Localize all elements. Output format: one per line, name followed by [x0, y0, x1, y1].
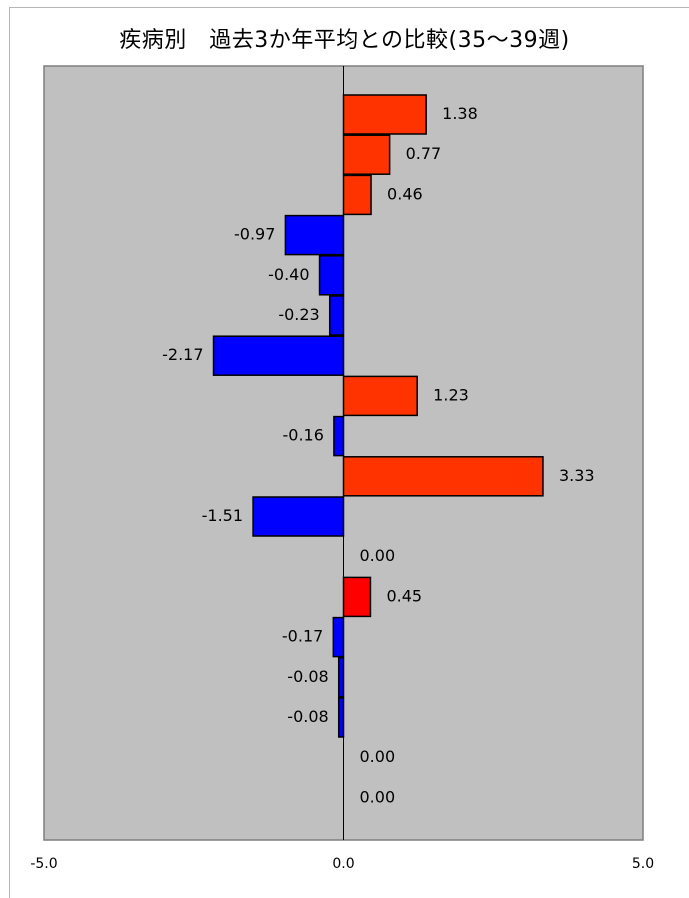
bar-6 [328, 295, 345, 336]
bar-14 [332, 616, 345, 658]
data-label-13: 0.45 [386, 586, 422, 605]
bar-1 [342, 94, 427, 135]
data-label-14: -0.17 [282, 627, 323, 646]
bar-11 [252, 496, 345, 537]
data-label-17: 0.00 [360, 747, 396, 766]
data-label-1: 1.38 [442, 104, 478, 123]
data-label-16: -0.08 [287, 707, 328, 726]
chart-frame [9, 7, 689, 898]
bar-10 [342, 456, 544, 497]
x-tick-label-1: -5.0 [30, 856, 57, 872]
bar-16 [337, 697, 345, 738]
bar-3 [342, 174, 372, 216]
chart-title: 疾病別 過去3か年平均との比較(35～39週) [119, 28, 570, 53]
bar-13 [342, 576, 372, 618]
bar-9 [333, 415, 345, 457]
x-tick-label-3: 5.0 [632, 856, 654, 872]
bar-8 [342, 375, 418, 417]
data-label-8: 1.23 [433, 385, 469, 404]
data-label-6: -0.23 [278, 305, 319, 324]
data-label-9: -0.16 [283, 426, 324, 445]
data-label-12: 0.00 [360, 546, 396, 565]
bar-15 [337, 657, 345, 698]
bar-7 [212, 335, 345, 376]
bar-2 [342, 134, 391, 175]
data-label-11: -1.51 [202, 506, 243, 525]
bar-5 [318, 255, 345, 296]
data-label-5: -0.40 [268, 265, 309, 284]
data-label-4: -0.97 [234, 225, 275, 244]
data-label-7: -2.17 [162, 345, 203, 364]
data-label-3: 0.46 [387, 184, 423, 203]
data-label-15: -0.08 [287, 667, 328, 686]
bar-4 [284, 214, 345, 256]
data-label-18: 0.00 [360, 787, 396, 806]
data-label-2: 0.77 [406, 144, 442, 163]
data-label-10: 3.33 [559, 466, 595, 485]
x-tick-label-2: 0.0 [332, 856, 354, 872]
